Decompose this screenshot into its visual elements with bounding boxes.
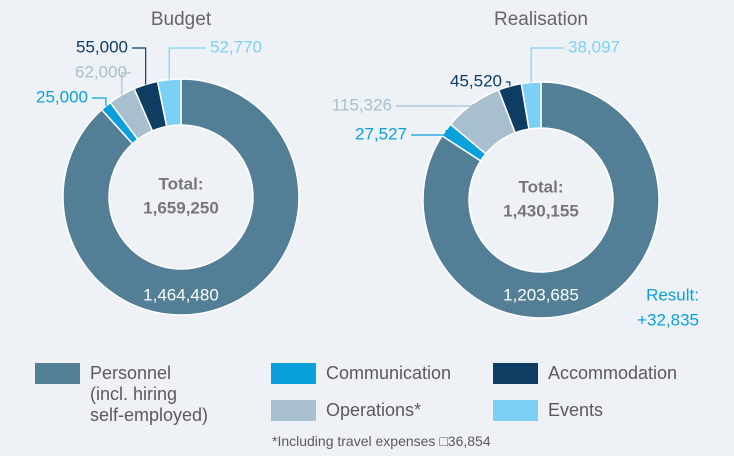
chart-title: Budget <box>151 9 212 30</box>
slice <box>520 81 542 130</box>
value-label: 62,000 <box>75 62 127 81</box>
leader-line <box>121 72 131 95</box>
legend-label: Personnel (incl. hiring self-employed) <box>90 363 209 425</box>
leader-line <box>411 129 447 136</box>
value-label: 27,527 <box>355 124 407 143</box>
result-label: Result: <box>646 285 699 304</box>
leader-line <box>530 47 564 83</box>
leader-line <box>396 104 473 107</box>
legend-swatch <box>271 400 316 421</box>
value-label: 52,770 <box>210 37 262 56</box>
slice <box>62 78 300 316</box>
legend-swatch <box>35 363 80 384</box>
total-label: Total: <box>518 177 563 196</box>
result-value: +32,835 <box>637 310 699 329</box>
legend-label: Operations* <box>326 400 422 420</box>
value-label: 25,000 <box>36 87 88 106</box>
leader-line <box>92 97 107 107</box>
legend-swatch <box>493 363 538 384</box>
slice <box>156 78 182 128</box>
footnote: *Including travel expenses □36,854 <box>272 433 491 449</box>
total-value: 1,659,250 <box>143 198 219 217</box>
value-label: 1,203,685 <box>503 285 579 304</box>
leader-line <box>506 81 511 87</box>
total-value: 1,430,155 <box>503 201 579 220</box>
legend-label: Accommodation <box>548 363 678 383</box>
legend-label: Communication <box>326 363 452 383</box>
legend-swatch <box>493 400 538 421</box>
value-label: 55,000 <box>76 37 128 56</box>
slice <box>422 81 660 319</box>
leader-line <box>132 47 147 85</box>
value-label: 45,520 <box>450 71 502 90</box>
total-label: Total: <box>158 174 203 193</box>
leader-line <box>168 47 206 80</box>
value-label: 115,326 <box>332 95 392 114</box>
legend-label: Events <box>548 400 604 420</box>
chart-title: Realisation <box>494 9 588 30</box>
value-label: 38,097 <box>568 37 620 56</box>
legend-swatch <box>271 363 316 384</box>
value-label: 1,464,480 <box>143 285 219 304</box>
